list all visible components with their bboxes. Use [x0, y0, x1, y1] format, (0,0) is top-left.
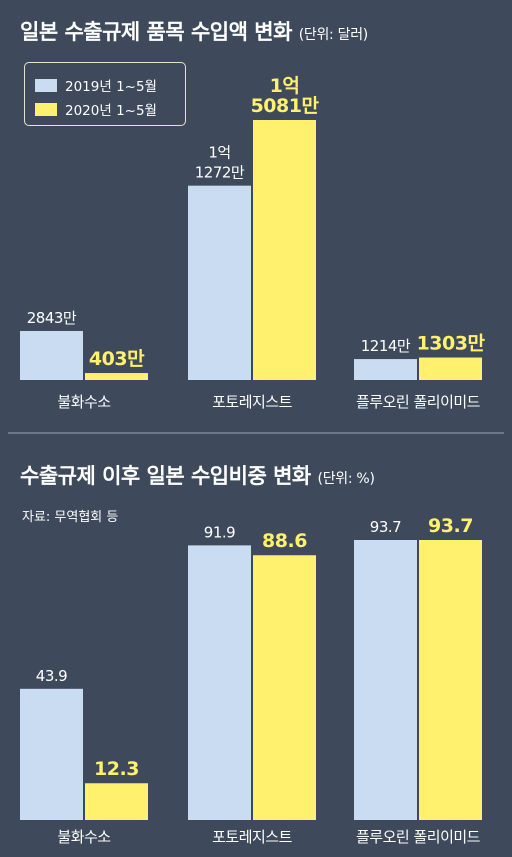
value-label-2019-1: 91.9 — [204, 523, 235, 541]
category-label-2: 플루오린 폴리이미드 — [356, 393, 481, 411]
value-label-2019-2: 93.7 — [370, 518, 401, 536]
chart1-title: 일본 수출규제 품목 수입액 변화 (단위: 달러) — [20, 16, 368, 46]
value-label-2020-0: 12.3 — [94, 758, 139, 780]
bar-2019-2 — [354, 359, 417, 380]
value-label-2019-0: 2843만 — [27, 309, 77, 327]
bar-2020-0 — [85, 783, 148, 820]
value-label-2020-0: 403만 — [89, 348, 145, 370]
category-label-0: 불화수소 — [57, 393, 111, 411]
bar-2020-2 — [419, 540, 482, 820]
category-label-0: 불화수소 — [57, 828, 111, 846]
category-label-2: 플루오린 폴리이미드 — [356, 828, 481, 846]
category-label-1: 포토레지스트 — [212, 393, 293, 411]
value-label-2020-1-line0: 1억 — [270, 75, 300, 97]
value-label-2019-2: 1214만 — [361, 337, 411, 355]
bar-2020-0 — [85, 373, 148, 380]
section-divider — [8, 432, 504, 434]
value-label-2019-0: 43.9 — [36, 667, 67, 685]
legend-item-2019: 2019년 1~5월 — [35, 75, 157, 95]
chart1-title-text: 일본 수출규제 품목 수입액 변화 — [20, 20, 292, 44]
legend-swatch-2020 — [35, 102, 57, 116]
legend-swatch-2019 — [35, 78, 57, 92]
value-label-2020-2: 93.7 — [428, 515, 473, 537]
chart2-title-text: 수출규제 이후 일본 수입비중 변화 — [20, 464, 311, 488]
value-label-2020-1: 88.6 — [262, 530, 307, 552]
legend-item-2020: 2020년 1~5월 — [35, 99, 157, 119]
legend: 2019년 1~5월 2020년 1~5월 — [24, 62, 186, 126]
value-label-2020-1-line1: 5081만 — [251, 95, 320, 117]
bar-2019-0 — [20, 330, 83, 380]
legend-label-2019: 2019년 1~5월 — [65, 79, 157, 95]
value-label-2020-2: 1303만 — [417, 333, 486, 355]
value-label-2019-1-line0: 1억 — [208, 144, 230, 162]
bar-2019-1 — [188, 185, 251, 380]
category-label-1: 포토레지스트 — [212, 828, 293, 846]
bar-2019-2 — [354, 540, 417, 820]
bar-2020-2 — [419, 357, 482, 380]
chart1-unit: (단위: 달러) — [298, 27, 369, 43]
value-label-2019-1-line1: 1272만 — [195, 164, 245, 182]
bar-2020-1 — [253, 120, 316, 380]
bar-2019-1 — [188, 545, 251, 820]
legend-label-2020: 2020년 1~5월 — [65, 103, 157, 119]
bar-2019-0 — [20, 688, 83, 820]
bar-2020-1 — [253, 555, 316, 820]
chart2-title: 수출규제 이후 일본 수입비중 변화 (단위: %) — [20, 460, 375, 490]
source-note: 자료: 무역협회 등 — [22, 510, 119, 525]
chart2-unit: (단위: %) — [317, 471, 375, 487]
